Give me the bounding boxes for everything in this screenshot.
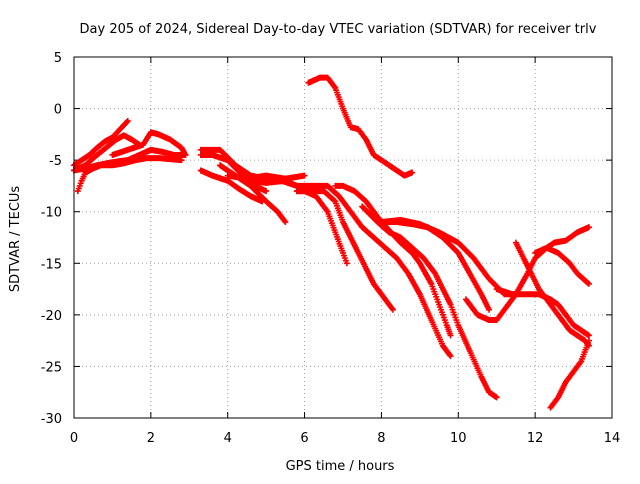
data-points — [309, 182, 454, 360]
series-arc-9 — [197, 167, 266, 205]
series-arc-10 — [224, 172, 308, 182]
data-points — [305, 74, 416, 179]
x-tick-label: 14 — [604, 431, 621, 446]
y-tick-label: 5 — [54, 51, 62, 66]
axis-ticks: 0 2 4 6 8 10 12 14 5 0 -5 -10 -15 -20 -25 -30 — [41, 51, 621, 446]
series-arc-24 — [547, 337, 592, 411]
data-points — [378, 216, 519, 298]
data-points — [224, 172, 308, 182]
data-points — [109, 129, 189, 158]
data-points — [547, 337, 592, 411]
series-arc-19 — [378, 216, 519, 298]
series-arc-12 — [305, 74, 416, 179]
data-points — [197, 167, 266, 205]
series-arc-20 — [462, 224, 592, 324]
x-tick-label: 0 — [70, 431, 78, 446]
y-tick-label: -30 — [41, 412, 62, 427]
data-points — [462, 224, 592, 324]
data-points — [512, 239, 592, 349]
data-points — [359, 203, 500, 401]
plot-border — [73, 56, 613, 419]
data-points — [493, 286, 592, 339]
series-arc-11 — [243, 177, 316, 189]
x-axis-label: GPS time / hours — [286, 459, 395, 474]
y-tick-label: -10 — [41, 206, 62, 221]
y-tick-label: -5 — [49, 154, 62, 169]
data-points — [293, 188, 396, 313]
y-tick-label: -25 — [41, 360, 62, 375]
series-arc-22 — [493, 286, 592, 339]
y-tick-label: -15 — [41, 257, 62, 272]
y-tick-label: 0 — [54, 103, 62, 118]
x-tick-label: 12 — [527, 431, 544, 446]
x-tick-label: 8 — [377, 431, 385, 446]
x-tick-label: 2 — [147, 431, 155, 446]
series-arc-14 — [293, 188, 396, 313]
x-tick-label: 6 — [300, 431, 308, 446]
series-arc-23 — [532, 244, 592, 287]
x-tick-label: 4 — [224, 431, 232, 446]
data-points — [243, 177, 316, 189]
series-arc-5 — [109, 129, 189, 158]
series-arc-21 — [512, 239, 592, 349]
series-arc-15 — [309, 182, 454, 360]
y-axis-label: SDTVAR / TECUs — [8, 186, 23, 293]
data-series — [71, 74, 592, 411]
y-tick-label: -20 — [41, 309, 62, 324]
data-points — [532, 244, 592, 287]
series-arc-17 — [359, 203, 500, 401]
x-tick-label: 10 — [450, 431, 467, 446]
chart-title: Day 205 of 2024, Sidereal Day-to-day VTE… — [80, 22, 597, 37]
